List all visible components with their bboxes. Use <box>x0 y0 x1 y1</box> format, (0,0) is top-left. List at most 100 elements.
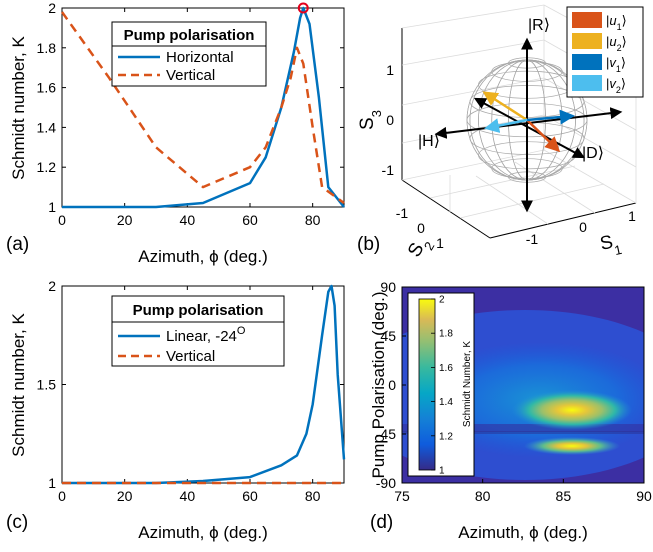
panel-c-legend-box <box>111 295 285 367</box>
vector-u1 <box>526 119 561 153</box>
panel-b-s3-tick-label: 1 <box>386 62 394 78</box>
panel-a-tag: (a) <box>6 234 29 255</box>
colorbar-tick-label: 1.8 <box>439 329 453 340</box>
heatmap-blob-upper <box>512 390 632 430</box>
panel-c-ticks: 0 20 40 60 80 1 1.5 2 <box>37 278 344 504</box>
panel-b-tag: (b) <box>357 234 380 255</box>
panel-c-legend: Pump polarisation Linear, -24O Vertical <box>111 295 285 367</box>
panel-d-xtick-label: 90 <box>636 488 652 504</box>
panel-d-ytick-label: 90 <box>380 279 396 295</box>
heatmap-blob-lower <box>524 437 620 455</box>
panel-a-ytick-label: 1 <box>48 199 56 215</box>
panel-a-legend-title: Pump polarisation <box>124 27 255 44</box>
legend-label-u2: |u2⟩ <box>606 34 627 53</box>
colorbar-tick-label: 1.2 <box>439 431 453 442</box>
panel-b-s3-tick-label: 0 <box>386 112 394 128</box>
panel-d-ytick-label: -90 <box>376 475 396 491</box>
panel-a-series <box>60 2 345 209</box>
axis-title-s3: S3 <box>357 110 384 130</box>
legend-label-vertical-c: Vertical <box>166 348 215 365</box>
panel-a-series-vertical <box>60 11 345 205</box>
legend-swatch-u2 <box>572 33 602 49</box>
panel-a-ticks: 0 20 40 60 80 1 1.2 1.4 1.6 1.8 2 <box>37 0 344 228</box>
panel-d-ytick-label: 45 <box>380 328 396 344</box>
panel-c-ytick-label: 1.5 <box>37 377 57 393</box>
panel-d-tag: (d) <box>370 512 393 533</box>
panel-a-ytick-label: 1.4 <box>37 119 57 135</box>
state-vectors <box>482 91 575 153</box>
heatmap-band <box>402 424 644 432</box>
panel-c-xtick-label: 80 <box>305 488 321 504</box>
state-label-d: |D⟩ <box>582 145 604 162</box>
vector-v2 <box>484 118 528 134</box>
panel-a-series-horizontal <box>62 6 345 209</box>
axis-title-s1: S1 <box>598 230 623 260</box>
legend-swatch-v1 <box>572 54 602 70</box>
panel-c-xtick-label: 0 <box>58 488 66 504</box>
panel-b-s1-tick-label: 0 <box>579 219 587 235</box>
colorbar-tick-label: 2 <box>439 295 445 306</box>
panel-d-ylabel: Pump Polarisation (deg.) <box>369 291 388 478</box>
panel-b: |R⟩ |H⟩ |D⟩ -101-101 -101 S3 S2 S1 |u1⟩|u… <box>357 4 644 264</box>
panel-b-legend-entries: |u1⟩ |u2⟩ |v1⟩ |v2⟩ <box>572 12 627 95</box>
legend-swatch-v2 <box>572 75 602 91</box>
colorbar-ticks: 1 1.2 1.4 1.6 1.8 2 <box>431 295 453 477</box>
axis-s2-arrow <box>473 97 586 159</box>
panel-c-ylabel: Schmidt number, K <box>9 313 28 457</box>
colorbar-gradient <box>418 298 436 471</box>
panel-c: 0 20 40 60 80 1 1.5 2 Pump polarisation Linear,… <box>6 278 346 542</box>
panel-c-series <box>62 284 346 485</box>
legend-label-v2: |v2⟩ <box>606 76 626 95</box>
panel-a-legend: Pump polarisation Horizontal Vertical <box>111 21 267 87</box>
panel-b-s2-tick-label: 1 <box>436 235 444 251</box>
panel-a-ytick-label: 1.2 <box>37 159 57 175</box>
legend-label-linear: Linear, -24O <box>166 325 246 345</box>
heatmap-band-dark <box>402 431 644 434</box>
panel-c-legend-title: Pump polarisation <box>133 302 264 319</box>
panel-a-peak-marker <box>297 2 309 14</box>
panel-a-axes-box <box>61 7 345 208</box>
panel-c-ytick-label: 2 <box>48 278 56 294</box>
panel-a-xtick-label: 0 <box>58 212 66 228</box>
panel-c-ytick-label: 1 <box>48 475 56 491</box>
panel-a-xlabel: Azimuth, ϕ (deg.) <box>138 247 268 266</box>
panel-a: 0 20 40 60 80 1 1.2 1.4 1.6 1.8 2 Pump polarisatio… <box>6 0 345 266</box>
vector-v1 <box>526 109 575 125</box>
panel-d-ytick-label: 0 <box>388 377 396 393</box>
panel-c-xtick-label: 40 <box>180 488 196 504</box>
panel-b-s2-tick-label: 0 <box>417 220 425 236</box>
state-label-r: |R⟩ <box>528 17 550 34</box>
panel-c-xtick-label: 20 <box>117 488 133 504</box>
panel-a-xtick-label: 60 <box>242 212 258 228</box>
panel-b-s2-tick-label: -1 <box>396 205 409 221</box>
panel-b-box <box>401 28 637 239</box>
legend-label-u1: |u1⟩ <box>606 13 627 32</box>
panel-b-s1-tick-label: -1 <box>526 231 539 247</box>
panel-a-xtick-label: 40 <box>180 212 196 228</box>
panel-c-xlabel: Azimuth, ϕ (deg.) <box>138 523 268 542</box>
panel-b-legend: |u1⟩ |u2⟩ |v1⟩ |v2⟩ <box>566 6 644 98</box>
panel-c-tag: (c) <box>6 512 28 533</box>
panel-d: 75 80 85 90 90 45 0 -45 -90 1 1.2 1.4 1.6 1.8 2 Schmi… <box>369 279 652 542</box>
legend-label-vertical: Vertical <box>166 67 215 84</box>
panel-d-ytick-label: -45 <box>376 426 396 442</box>
vector-u2 <box>482 91 528 122</box>
panel-b-s3-tick-label: -1 <box>382 162 395 178</box>
axis-title-s2: S2 <box>404 233 437 264</box>
panel-a-ytick-label: 1.8 <box>37 40 57 56</box>
state-label-h: |H⟩ <box>418 133 440 150</box>
colorbar-tick-label: 1.6 <box>439 363 453 374</box>
colorbar-tick-label: 1 <box>439 466 445 477</box>
panel-a-ytick-label: 1.6 <box>37 80 57 96</box>
panel-a-ytick-label: 2 <box>48 0 56 16</box>
colorbar: 1 1.2 1.4 1.6 1.8 2 Schmidt Number, K <box>407 292 475 477</box>
colorbar-label: Schmidt Number, K <box>462 341 473 427</box>
panel-a-ylabel: Schmidt number, K <box>9 36 28 180</box>
panel-d-xtick-label: 85 <box>556 488 572 504</box>
panel-b-ticks: -101-101 -101 <box>382 62 637 251</box>
panel-c-series-linear-24 <box>62 284 346 485</box>
panel-a-xtick-label: 20 <box>117 212 133 228</box>
panel-b-s1-tick-label: 1 <box>628 208 636 224</box>
legend-label-v1: |v1⟩ <box>606 55 626 74</box>
